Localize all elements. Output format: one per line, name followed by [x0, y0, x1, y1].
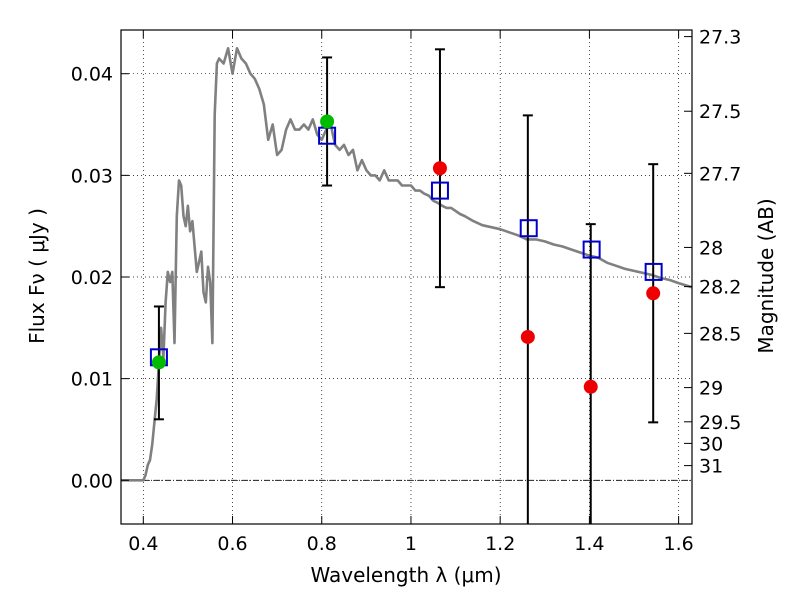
model-flux-square: [644, 262, 663, 281]
observed-points: [151, 114, 661, 394]
y-tick-label: 0.04: [71, 64, 113, 86]
model-flux-square: [582, 240, 601, 259]
y-axis-label: Flux Fν ( μJy ): [25, 208, 49, 344]
y-axis-ticks: 0.00 0.01 0.02 0.03 0.04: [71, 64, 129, 492]
right-tick-label: 27.3: [699, 27, 741, 49]
right-axis-label: Magnitude (AB): [754, 198, 778, 353]
x-tick-label: 1.4: [574, 533, 604, 555]
model-flux-square: [430, 181, 449, 200]
x-tick-label: 1.6: [664, 533, 694, 555]
nondetection-point: [646, 286, 661, 301]
x-tick-label: 0.6: [217, 533, 247, 555]
x-tick-label: 1.2: [485, 533, 515, 555]
right-tick-label: 27.5: [699, 101, 741, 123]
nondetection-point: [583, 379, 598, 394]
detection-point: [151, 355, 166, 370]
y-tick-label: 0.03: [71, 165, 113, 187]
right-tick-label: 29: [699, 378, 723, 400]
x-tick-label: 1: [405, 533, 417, 555]
x-axis-label: Wavelength λ (μm): [310, 563, 501, 587]
model-flux-square: [519, 219, 538, 238]
y-tick-label: 0.01: [71, 369, 113, 391]
x-tick-label: 0.4: [128, 533, 158, 555]
nondetection-point: [432, 161, 447, 176]
right-tick-label: 28: [699, 237, 723, 259]
y-tick-label: 0.00: [71, 470, 113, 492]
right-tick-label: 30: [699, 433, 723, 455]
nondetection-point: [520, 329, 535, 344]
errorbars: [153, 48, 659, 524]
sed-model-curve: [121, 47, 693, 482]
right-tick-label: 29.5: [699, 412, 741, 434]
right-tick-label: 28.5: [699, 323, 741, 345]
model-flux-squares: [149, 126, 663, 367]
right-tick-label: 28.2: [699, 277, 741, 299]
y-tick-label: 0.02: [71, 267, 113, 289]
x-tick-label: 0.8: [307, 533, 337, 555]
detection-point: [320, 114, 335, 129]
right-tick-label: 27.7: [699, 163, 741, 185]
right-tick-label: 31: [699, 456, 723, 478]
x-axis-ticks: 0.4 0.6 0.8 1 1.2 1.4 1.6: [128, 30, 694, 555]
